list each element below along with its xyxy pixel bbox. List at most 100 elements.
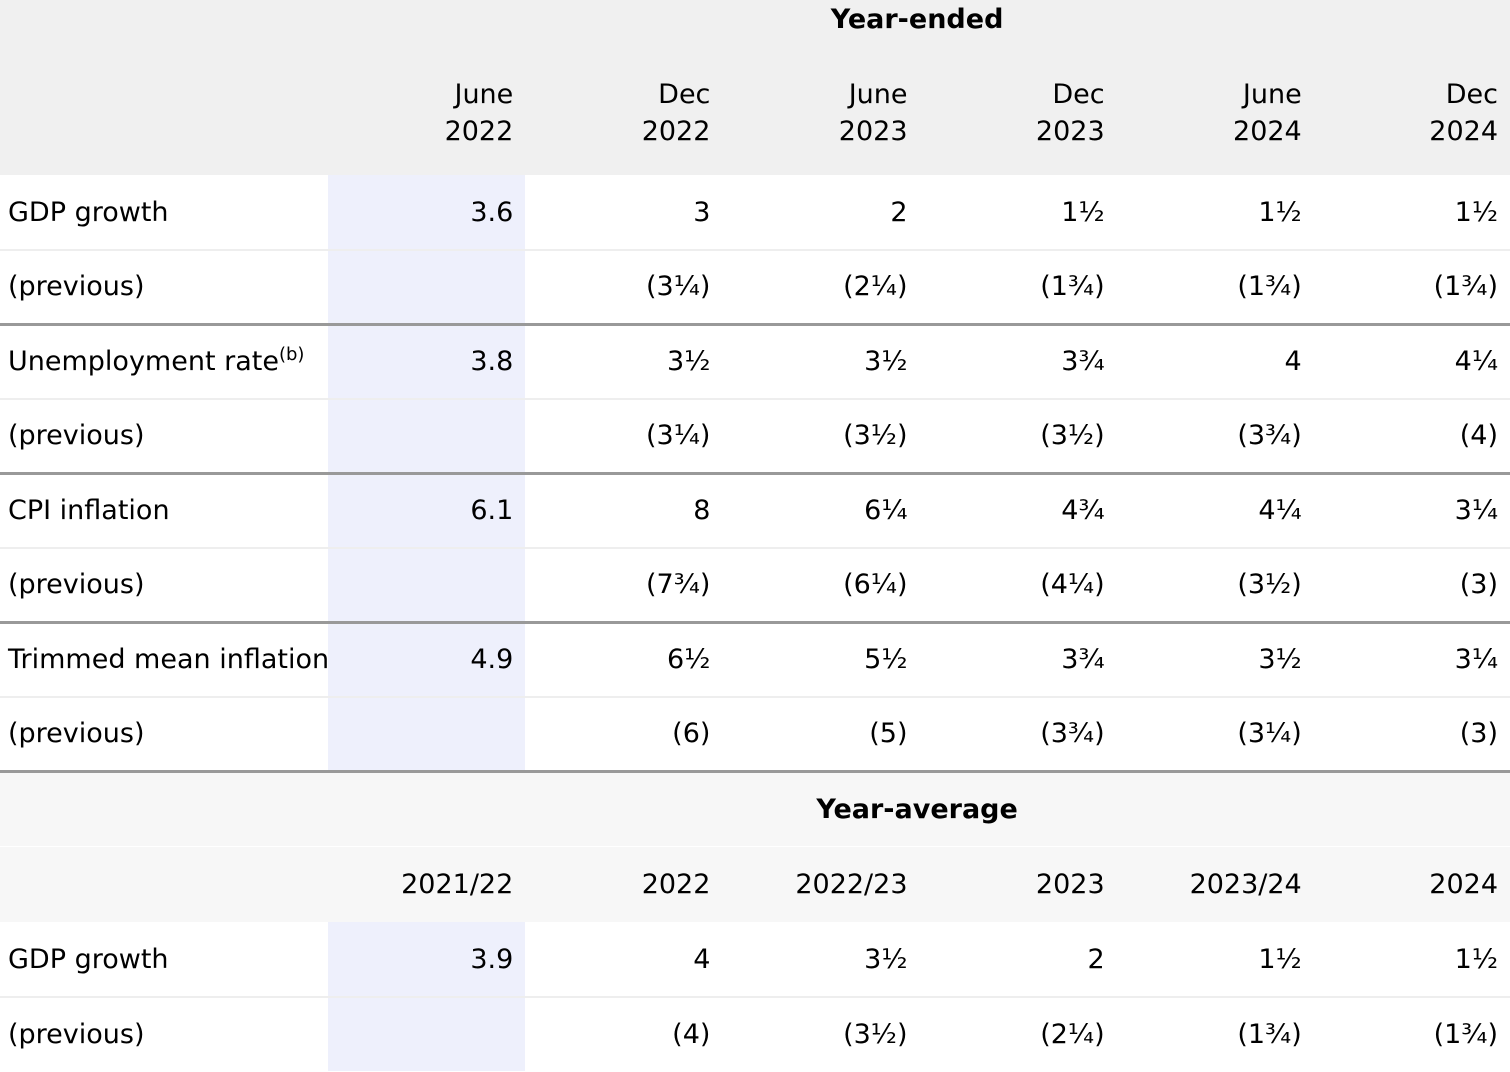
cell: 1½ [1313, 175, 1510, 251]
table-row: (previous) (3¼) (2¼) (1¾) (1¾) (1¾) [0, 250, 1510, 326]
cell: (1¾) [1313, 250, 1510, 326]
column-header: 2023 [919, 845, 1117, 922]
cell: (4) [1313, 399, 1510, 475]
cell: 8 [525, 473, 723, 549]
cell: 3½ [722, 324, 920, 400]
cell: (5) [722, 697, 920, 772]
cell [328, 997, 526, 1071]
row-label: (previous) [0, 548, 329, 624]
column-header: 2024 [1313, 845, 1510, 922]
cell: (3) [1313, 548, 1510, 624]
year-average-title-row: Year-average [0, 769, 1510, 846]
table-row: GDP growth 3.9 4 3½ 2 1½ 1½ [0, 922, 1510, 998]
cell: 1½ [1116, 175, 1314, 251]
cell: 4¼ [1116, 473, 1314, 549]
cell: (4¼) [919, 548, 1117, 624]
cell: (7¾) [525, 548, 723, 624]
cell: 3½ [1116, 622, 1314, 698]
footnote-marker: (b) [278, 344, 305, 366]
cell [328, 548, 526, 624]
table-row: CPI inflation 6.1 8 6¼ 4¾ 4¼ 3¼ [0, 473, 1510, 549]
column-header: 2022/23 [722, 845, 920, 922]
row-label: (previous) [0, 399, 329, 475]
cell: 6.1 [328, 473, 526, 549]
cell: 3.8 [328, 324, 526, 400]
cell: (3) [1313, 697, 1510, 772]
year-ended-title-row: Year-ended [0, 0, 1510, 44]
cell: 6¼ [722, 473, 920, 549]
cell: (3½) [919, 399, 1117, 475]
row-label: Unemployment rate(b) [0, 324, 329, 400]
row-label: (previous) [0, 250, 329, 326]
column-header: June 2022 [328, 44, 526, 175]
cell: (6¼) [722, 548, 920, 624]
row-label: (previous) [0, 697, 329, 772]
row-label: GDP growth [0, 922, 329, 998]
cell: (1¾) [1237, 1019, 1302, 1050]
row-label: Trimmed mean inflation [0, 622, 329, 698]
cell: 2 [919, 922, 1117, 998]
cell: (1¾) [1116, 250, 1314, 326]
cell: (1¾) [1433, 1019, 1498, 1050]
year-ended-header-row: June 2022 Dec 2022 June 2023 Dec 2023 June 20… [0, 44, 1510, 175]
cell: (3¼) [525, 250, 723, 326]
column-header: Dec 2022 [525, 44, 723, 175]
cell: (3¾) [1116, 399, 1314, 475]
cell: 3¼ [1313, 622, 1510, 698]
row-label: (previous) [8, 1019, 145, 1050]
table-row: Trimmed mean inflation 4.9 6½ 5½ 3¾ 3½ 3… [0, 622, 1510, 698]
cell: 4¼ [1313, 324, 1510, 400]
cell: (3¼) [525, 399, 723, 475]
column-header: June 2023 [722, 44, 920, 175]
row-label: CPI inflation [0, 473, 329, 549]
cell [328, 399, 526, 475]
cell: (6) [525, 697, 723, 772]
cell: 5½ [722, 622, 920, 698]
cell: 2 [722, 175, 920, 251]
cell: 3¾ [919, 324, 1117, 400]
table-row: Unemployment rate(b) 3.8 3½ 3½ 3¾ 4 4¼ [0, 324, 1510, 400]
column-header: 2022 [525, 845, 723, 922]
cell: 1½ [1313, 922, 1510, 998]
year-average-title: Year-average [328, 769, 1510, 846]
cell: (2¼) [1040, 1019, 1105, 1050]
cell: (3¾) [919, 697, 1117, 772]
cell: 3¾ [919, 622, 1117, 698]
cell [328, 250, 526, 326]
cell: 3 [525, 175, 723, 251]
cell: 4 [525, 922, 723, 998]
cell: (4) [672, 1019, 711, 1050]
year-average-header-row: 2021/22 2022 2022/23 2023 2023/24 2024 [0, 845, 1510, 922]
table-row: (previous) (7¾) (6¼) (4¼) (3½) (3) [0, 548, 1510, 624]
column-header: 2021/22 [328, 845, 526, 922]
table-row: (previous) (6) (5) (3¾) (3¼) (3) [0, 697, 1510, 772]
column-header: June 2024 [1116, 44, 1314, 175]
column-header: 2023/24 [1116, 845, 1314, 922]
cell: 4 [1116, 324, 1314, 400]
table-row: (previous) (4) (3½) (2¼) (1¾) (1¾) [0, 997, 1510, 1071]
cell: 4.9 [328, 622, 526, 698]
row-label: GDP growth [0, 175, 329, 251]
cell: (1¾) [919, 250, 1117, 326]
cell: (3½) [843, 1019, 908, 1050]
cell: 3.6 [328, 175, 526, 251]
table-row: GDP growth 3.6 3 2 1½ 1½ 1½ [0, 175, 1510, 251]
cell: (3½) [1116, 548, 1314, 624]
cell: 4¾ [919, 473, 1117, 549]
cell: 3.9 [328, 922, 526, 998]
cell: 3½ [525, 324, 723, 400]
table-row: (previous) (3¼) (3½) (3½) (3¾) (4) [0, 399, 1510, 475]
cell: 3½ [722, 922, 920, 998]
year-ended-title: Year-ended [328, 0, 1510, 44]
cell: 3¼ [1313, 473, 1510, 549]
column-header: Dec 2024 [1313, 44, 1510, 175]
cell [328, 697, 526, 772]
cell: 1½ [1116, 922, 1314, 998]
cell: 1½ [919, 175, 1117, 251]
cell: (3¼) [1116, 697, 1314, 772]
cell: 6½ [525, 622, 723, 698]
cell: (2¼) [722, 250, 920, 326]
column-header: Dec 2023 [919, 44, 1117, 175]
cell: (3½) [722, 399, 920, 475]
